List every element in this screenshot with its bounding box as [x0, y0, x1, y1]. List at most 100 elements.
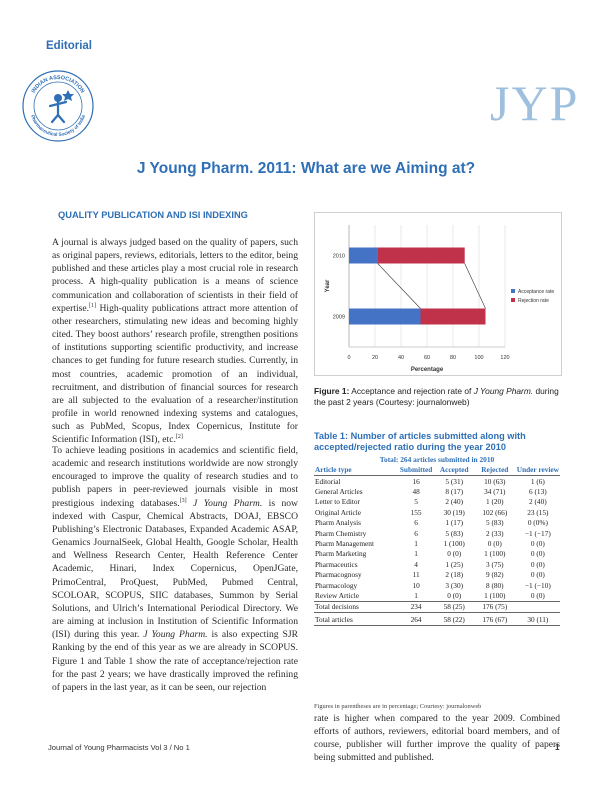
x-tick-label: 20	[372, 355, 378, 361]
figure-caption-text-a: Acceptance and rejection rate of	[349, 386, 474, 396]
table-row: Editorial 16 5 (31) 10 (63) 1 (6)	[314, 476, 560, 487]
table-cell: 0 (0)	[447, 590, 462, 600]
table-cell: 0 (0)	[530, 549, 545, 559]
table-cell: 30 (11)	[515, 612, 560, 627]
table-row: Pharm Management 1 1 (100) 0 (0) 0 (0)	[314, 538, 560, 548]
x-tick-label: 40	[398, 355, 404, 361]
figure-caption: Figure 1: Acceptance and rejection rate …	[314, 386, 562, 407]
table-cell: Pharm Chemistry	[315, 528, 367, 538]
table-row: Total decisions 234 58 (25) 176 (75)	[314, 600, 560, 613]
y-tick-label: 2009	[333, 315, 345, 321]
table-cell: Total decisions	[314, 600, 398, 613]
bar-acceptance-rate-2010	[349, 247, 378, 264]
table-cell: 2 (40)	[529, 497, 547, 507]
table-cell	[515, 600, 560, 613]
table-cell: 1 (17)	[445, 518, 464, 528]
section-label: Editorial	[46, 40, 93, 52]
table-cell: 0 (0%)	[527, 518, 548, 528]
article-title: J Young Pharm. 2011: What are we Aiming …	[136, 160, 476, 177]
table-cell: 0 (0)	[530, 590, 545, 600]
section-heading: QUALITY PUBLICATION AND ISI INDEXING	[58, 210, 248, 220]
paragraph-2-text-a: To achieve leading positions in academic…	[52, 445, 298, 509]
table-cell: General Articles	[315, 487, 363, 497]
table-cell: 16	[412, 476, 420, 486]
paragraph-1-text-a: A journal is always judged based on the …	[52, 237, 298, 314]
table-cell: Letter to Editor	[315, 497, 360, 507]
table-cell: 10 (63)	[484, 476, 506, 486]
journal-name-italic: J Young Pharm.	[186, 497, 263, 509]
table-row: Pharm Analysis 6 1 (17) 5 (83) 0 (0%)	[314, 518, 560, 528]
table-cell: 0 (0)	[447, 549, 462, 559]
table-cell: Pharmaceutics	[315, 559, 358, 569]
reference-3: [3]	[179, 497, 187, 504]
x-tick-label: 0	[347, 355, 350, 361]
table-cell: 3 (75)	[485, 559, 504, 569]
table-cell: Pharm Management	[315, 539, 374, 549]
table-cell: 1 (6)	[530, 476, 545, 486]
journal-name-italic: J Young Pharm.	[143, 629, 208, 641]
table-cell: 6	[414, 518, 418, 528]
table-cell: 1 (100)	[443, 539, 465, 549]
table-row: General Articles 48 8 (17) 34 (71) 6 (13)	[314, 486, 560, 496]
table-cell: 30 (19)	[443, 507, 465, 517]
table-cell: 1 (20)	[485, 497, 504, 507]
table-title: Table 1: Number of articles submitted al…	[314, 431, 526, 452]
bar-rejection-rate-2009	[420, 308, 486, 325]
y-tick-label: 2010	[333, 254, 345, 260]
table-cell: 0 (0)	[530, 539, 545, 549]
figure-1-chart: 0 20 40 60 80 100 120 2009 2010 Percentage Year Acc…	[314, 212, 562, 376]
table-cell: 8 (17)	[445, 487, 464, 497]
table-cell: 6	[414, 528, 418, 538]
column-header: Accepted	[434, 464, 474, 476]
table-cell: −1 (−17)	[524, 528, 551, 538]
table-cell: 1	[414, 590, 418, 600]
table-row: Review Article 1 0 (0) 1 (100) 0 (0)	[314, 590, 560, 601]
table-subtitle: Total: 264 articles submitted in 2010	[379, 455, 495, 464]
table-row: Pharmacology 10 3 (30) 8 (80) −1 (−10)	[314, 580, 560, 590]
reference-1: [1]	[89, 302, 97, 309]
table-cell: Total articles	[314, 612, 398, 627]
table-cell: 1 (100)	[484, 590, 506, 600]
paragraph-2-text-c: is also expecting SJR Ranking by the end…	[52, 629, 298, 693]
table-cell: 23 (15)	[527, 507, 549, 517]
table-cell: 102 (66)	[482, 507, 508, 517]
society-logo: INDIAN ASSOCIATION Pharmaceutical Societ…	[22, 70, 94, 142]
table-cell: 2 (40)	[445, 497, 464, 507]
legend-entry: Acceptance rate	[518, 289, 554, 295]
table-cell: 58 (25)	[434, 600, 474, 613]
table-row: Pharm Marketing 1 0 (0) 1 (100) 0 (0)	[314, 549, 560, 559]
table-header-row: Article type Submitted Accepted Rejected…	[314, 464, 560, 476]
table-cell: 5	[414, 497, 418, 507]
x-axis-label: Percentage	[411, 367, 444, 373]
footer-journal: Journal of Young Pharmacists Vol 3 / No …	[48, 743, 190, 752]
table-cell: Pharm Marketing	[315, 549, 367, 559]
x-tick-label: 120	[500, 355, 509, 361]
column-header: Under review	[515, 464, 560, 476]
table-cell: 264	[397, 612, 435, 627]
x-tick-label: 80	[450, 355, 456, 361]
paragraph-1-text-b: High-quality publications attract more a…	[52, 302, 298, 446]
table-cell: Review Article	[315, 590, 359, 600]
bar-acceptance-rate-2009	[349, 308, 421, 325]
legend-entry: Rejection rate	[518, 298, 549, 304]
articles-table: Article type Submitted Accepted Rejected…	[314, 464, 560, 627]
acceptance-rejection-chart: 0 20 40 60 80 100 120 2009 2010 Percentage Year Acc…	[325, 225, 554, 373]
table-cell: 5 (83)	[445, 528, 464, 538]
legend-swatch	[511, 289, 515, 293]
paragraph-2: To achieve leading positions in academic…	[52, 444, 298, 694]
paragraph-3: rate is higher when compared to the year…	[314, 713, 560, 764]
table-body: Editorial 16 5 (31) 10 (63) 1 (6) General Art…	[314, 476, 560, 627]
table-cell: 11	[412, 570, 420, 580]
reference-2: [2]	[175, 434, 183, 441]
table-cell: 48	[412, 487, 420, 497]
table-cell: 1 (25)	[445, 559, 464, 569]
table-cell: 3 (30)	[445, 580, 464, 590]
x-tick-label: 100	[474, 355, 483, 361]
table-cell: 5 (83)	[485, 518, 504, 528]
column-header: Submitted	[397, 464, 435, 476]
column-header: Article type	[314, 464, 398, 476]
figure-caption-text-b: during the past 2 years (Courtesy: journ…	[314, 386, 559, 407]
figure-caption-journal: J Young Pharm.	[473, 386, 534, 396]
table-cell: 2 (18)	[445, 570, 464, 580]
column-header: Rejected	[473, 464, 516, 476]
